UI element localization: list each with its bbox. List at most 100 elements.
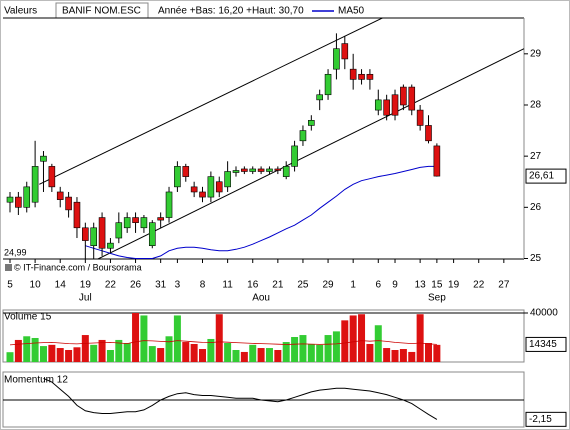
volume-bar [341,320,349,362]
volume-bar [249,344,257,362]
x-tick-label: 19 [80,280,92,291]
chart-title: BANIF NOM.ESC [62,6,141,17]
volume-last-box [525,336,567,352]
x-tick-label: 13 [415,280,427,291]
volume-bar [140,315,148,362]
candle-body [23,186,31,208]
candle-body [190,186,198,193]
volume-bar [391,349,399,362]
candle-body [249,168,257,172]
candle-body [333,48,340,70]
volume-bar [374,325,382,362]
volume-bar [65,349,73,362]
candle-body [291,145,298,167]
candle-body [416,109,424,126]
x-tick-label: 9 [392,280,398,291]
volume-bar [332,331,340,362]
x-tick-label: 21 [272,280,284,291]
volume-tick-label: 40000 [530,308,558,319]
volume-bar [366,343,374,362]
volume-bar [14,339,22,362]
volume-bar [6,352,14,362]
candle-body [391,94,399,116]
x-tick-label: 22 [473,280,485,291]
last-close-box [525,168,567,184]
candle-body [98,217,106,249]
volume-bar [31,337,39,362]
candle-body [349,68,357,80]
momentum-title: Momentum 12 [4,375,68,386]
candle-body [224,171,231,188]
volume-last-label: 14345 [529,339,557,350]
candle-body [308,120,315,126]
candle-body [374,99,382,111]
ma50-line [85,165,437,259]
source-icon [5,264,12,271]
candle-body [65,196,72,211]
volume-bar [48,344,56,362]
candle-body [31,166,39,203]
y-tick-label: 27 [530,151,542,162]
candle-body [82,227,89,241]
volume-bar [56,348,64,362]
volume-bar [274,349,282,362]
volume-bar [207,338,215,362]
candle-body [215,181,223,193]
volume-bar [299,335,307,362]
volume-bar [157,348,165,362]
x-tick-label: 14 [55,280,67,291]
volume-bar [324,335,332,362]
y-tick-label: 25 [530,253,542,264]
last-close-label: 26,61 [529,171,554,182]
subtitle: Année +Bas: 16,20 +Haut: 30,70 [158,6,304,17]
candle-body [157,217,164,221]
candle-body [274,168,282,171]
month-label: Aou [252,293,270,304]
candle-body [207,176,215,198]
x-tick-label: 10 [30,280,42,291]
volume-bar [433,344,441,362]
candle-body [107,242,114,249]
x-tick-label: 22 [105,280,117,291]
x-tick-label: 25 [297,280,309,291]
candle-body [182,166,190,177]
candle-body [115,222,123,239]
volume-bar [425,343,432,362]
volume-bar [190,343,198,362]
x-tick-label: 19 [448,280,460,291]
volume-bar [358,314,366,362]
candle-body [282,166,290,177]
volume-bar [224,343,232,362]
trend-line [39,17,383,185]
volume-bar [148,346,156,362]
source: © IT-Finance.com / Boursorama [14,262,142,272]
candle-body [266,168,273,172]
candle-body [6,196,14,203]
candle-body [15,196,22,208]
volume-bar [232,349,240,362]
candle-body [383,99,390,116]
volume-bar [182,342,190,362]
x-tick-label: 8 [200,280,206,291]
candle-body [433,145,441,177]
volume-bar [81,335,89,362]
volume-bar [265,348,273,362]
candle-body [425,125,432,142]
candle-body [324,73,332,96]
candle-body [241,168,248,172]
x-tick-label: 16 [247,280,259,291]
x-tick-label: 5 [7,280,13,291]
volume-bar [383,348,391,362]
candle-body [366,73,374,80]
volume-bar [106,349,114,362]
candle-body [132,217,139,223]
volume-bar [39,346,47,362]
month-label: Sep [428,293,446,304]
candle-body [316,94,323,101]
y-tick-label: 26 [530,202,542,213]
x-tick-label: 3 [175,280,181,291]
volume-bar [291,337,299,362]
y-tick-label: 29 [530,48,542,59]
volume-ma-line [9,340,437,346]
